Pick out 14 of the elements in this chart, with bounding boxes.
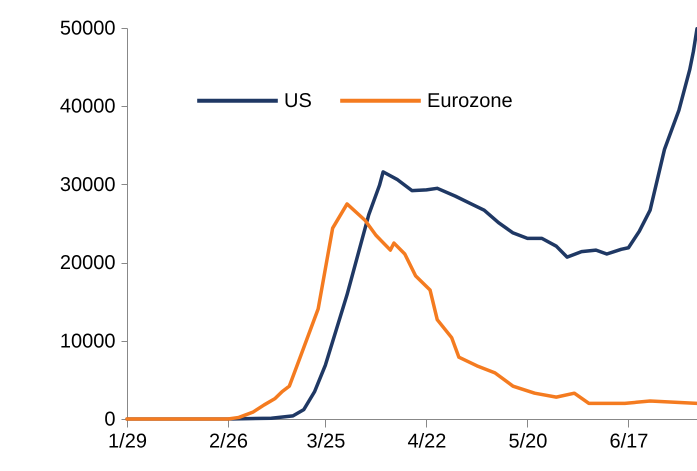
y-tick-label: 30000 [60,174,116,196]
x-tick-label: 3/25 [306,430,346,452]
y-tick-label: 10000 [60,330,116,352]
y-tick-label: 50000 [60,18,116,40]
x-tick-label: 1/29 [108,430,147,452]
legend-label: US [284,90,312,112]
x-tick-label: 6/17 [609,430,648,452]
x-tick-label: 4/22 [407,430,446,452]
y-tick-label: 40000 [60,96,116,118]
y-tick-label: 20000 [60,252,116,274]
y-tick-label: 0 [104,408,116,430]
x-tick-label: 2/26 [209,430,248,452]
legend-label: Eurozone [427,90,513,112]
x-tick-label: 5/20 [508,430,548,452]
